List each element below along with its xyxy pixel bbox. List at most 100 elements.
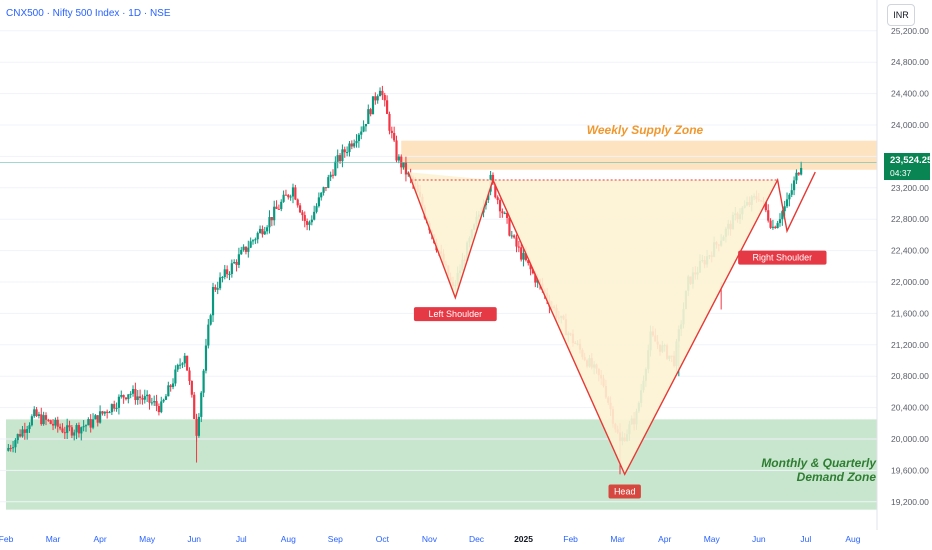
candle-body <box>221 277 224 279</box>
candle-body <box>66 425 69 433</box>
y-tick-label: 21,600.00 <box>891 308 929 318</box>
x-tick-label: Nov <box>422 534 438 544</box>
candle-body <box>531 269 535 274</box>
candle-body <box>51 423 55 426</box>
y-tick-label: 19,600.00 <box>891 465 929 475</box>
candle-body <box>296 199 299 206</box>
candle-body <box>529 263 532 270</box>
candle-body <box>317 197 320 207</box>
candle-body <box>124 397 128 400</box>
candle-body <box>364 123 368 127</box>
candle-body <box>47 419 50 421</box>
currency-button[interactable]: INR <box>887 4 915 26</box>
last-price-tag: 23,524.25 04:37 <box>884 153 932 180</box>
candle-body <box>240 249 243 255</box>
pattern-badge <box>413 307 497 322</box>
candle-body <box>54 419 57 426</box>
x-tick-label: Mar <box>46 534 61 544</box>
pattern-badge-label: Left Shoulder <box>429 309 483 319</box>
candle-body <box>138 396 142 399</box>
head-area-shading <box>492 179 778 475</box>
candle-body <box>247 247 250 252</box>
candle-body <box>59 426 62 429</box>
y-tick-label: 24,400.00 <box>891 89 929 99</box>
candle-body <box>517 246 520 248</box>
x-tick-label: Aug <box>845 534 860 544</box>
candle-body <box>527 260 530 264</box>
y-tick-label: 22,800.00 <box>891 214 929 224</box>
candle-body <box>270 217 273 221</box>
y-tick-label: 20,800.00 <box>891 371 929 381</box>
candle-body <box>781 211 784 220</box>
x-tick-label: Sep <box>328 534 343 544</box>
candle-body <box>153 401 156 403</box>
candle-body <box>40 414 43 425</box>
candle-body <box>207 324 210 346</box>
labels-layer: Weekly Supply Zone Monthly & QuarterlyDem… <box>413 123 877 499</box>
chart-title[interactable]: CNX500 · Nifty 500 Index · 1D · NSE <box>6 8 171 19</box>
candle-body <box>522 253 525 260</box>
candle-body <box>402 162 405 168</box>
candle-body <box>266 227 269 232</box>
candle-body <box>108 412 111 414</box>
candle-body <box>275 206 278 209</box>
candle-body <box>524 253 528 261</box>
candle-body <box>327 177 330 188</box>
candle-body <box>357 134 360 142</box>
candle-body <box>348 143 351 153</box>
candle-body <box>397 156 400 161</box>
candle-body <box>16 434 19 441</box>
candle-body <box>127 394 130 400</box>
candle-body <box>174 369 177 384</box>
candle-body <box>788 194 791 200</box>
candle-body <box>84 425 88 427</box>
y-tick-label: 22,000.00 <box>891 277 929 287</box>
candle-body <box>26 429 29 433</box>
candle-body <box>390 130 393 133</box>
y-tick-label: 24,800.00 <box>891 57 929 67</box>
candle-body <box>329 174 332 178</box>
candle-body <box>355 141 358 144</box>
candle-body <box>353 143 356 147</box>
candle-body <box>120 395 123 397</box>
candle-body <box>774 226 777 229</box>
candle-body <box>211 287 215 316</box>
candle-body <box>797 172 800 175</box>
x-tick-label: Dec <box>469 534 485 544</box>
candle-body <box>188 370 191 382</box>
candle-body <box>258 228 262 234</box>
candle-body <box>218 277 222 289</box>
candle-body <box>131 389 135 394</box>
candle-body <box>14 440 17 448</box>
candle-body <box>513 235 516 238</box>
candle-body <box>310 219 313 223</box>
candle-body <box>9 447 12 449</box>
supply-zone-label: Weekly Supply Zone <box>587 123 704 137</box>
candle-body <box>280 201 283 210</box>
candle-body <box>35 409 38 416</box>
candle-body <box>80 427 83 434</box>
candle-body <box>233 261 236 264</box>
candle-body <box>336 155 339 162</box>
candle-body <box>96 415 99 423</box>
candle-body <box>783 206 786 212</box>
time-axis: Feb Mar Apr May Jun Jul Aug Sep Oct Nov Dec 2025 Feb… <box>0 534 861 544</box>
candle-body <box>68 425 71 428</box>
candle-body <box>89 419 92 428</box>
candle-body <box>251 240 255 242</box>
x-tick-label: Mar <box>610 534 625 544</box>
candle-body <box>494 182 497 198</box>
candle-body <box>176 364 179 370</box>
candle-body <box>33 409 36 417</box>
candle-body <box>82 426 85 428</box>
demand-zone <box>6 419 877 510</box>
candle-body <box>508 217 511 236</box>
candle-body <box>197 416 201 436</box>
candle-body <box>376 96 379 101</box>
candle-body <box>75 425 78 433</box>
candle-body <box>117 396 121 408</box>
candle-body <box>795 172 798 181</box>
candle-body <box>61 428 64 433</box>
candle-body <box>371 96 375 115</box>
